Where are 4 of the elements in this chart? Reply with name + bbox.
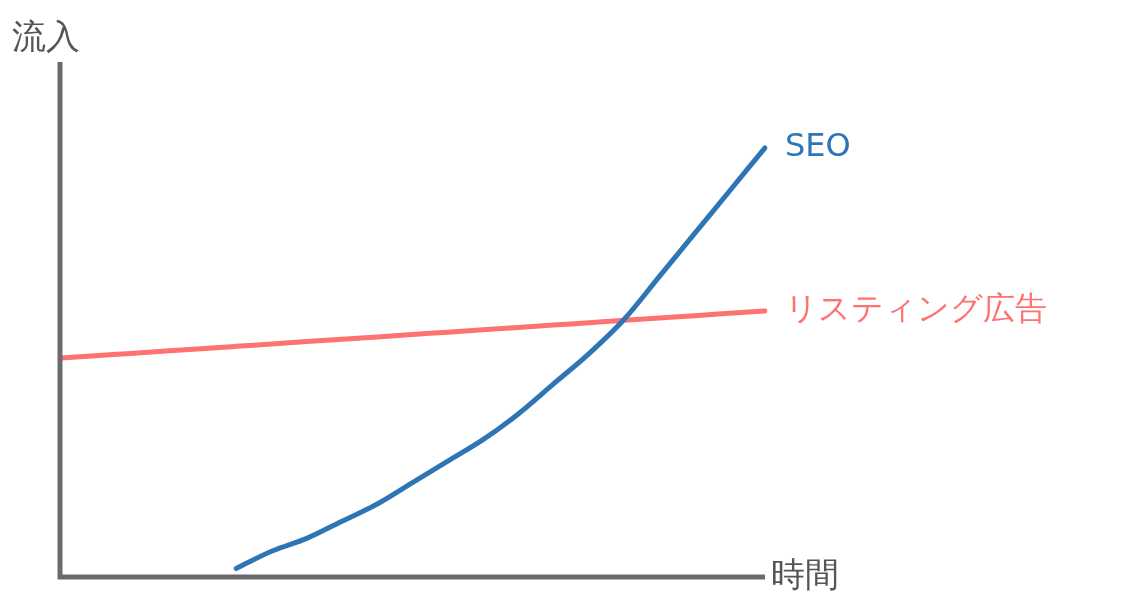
x-axis-title: 時間 xyxy=(771,553,839,594)
y-axis-title: 流入 xyxy=(12,15,80,56)
series-label: リスティング広告 xyxy=(785,289,1047,328)
series-label: SEO xyxy=(785,126,851,165)
